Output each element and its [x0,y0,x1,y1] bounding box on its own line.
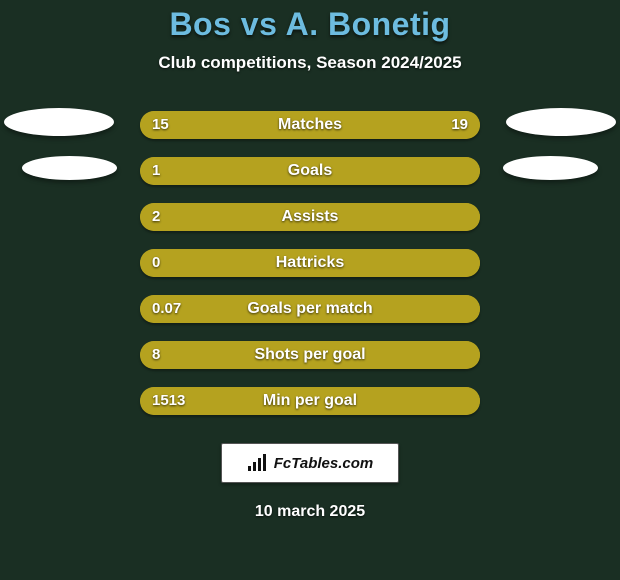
stat-value-left: 8 [152,341,160,369]
stat-bar-fill-left [140,249,480,277]
stat-row: 1519Matches [0,111,620,139]
stat-bar-fill-left [140,203,480,231]
stat-rows: 1519Matches1Goals2Assists0Hattricks0.07G… [0,111,620,415]
stat-bar-track: 0.07Goals per match [140,295,480,323]
stat-value-left: 0 [152,249,160,277]
stat-value-left: 0.07 [152,295,181,323]
date-text: 10 march 2025 [0,503,620,521]
stat-bar-track: 8Shots per goal [140,341,480,369]
stat-value-left: 15 [152,111,169,139]
stat-bar-fill-left [140,387,480,415]
stat-value-left: 2 [152,203,160,231]
stat-bar-track: 0Hattricks [140,249,480,277]
logo-text: FcTables.com [274,455,373,472]
stat-value-left: 1 [152,157,160,185]
stat-bar-fill-left [140,157,480,185]
comparison-infographic: Bos vs A. Bonetig Club competitions, Sea… [0,0,620,580]
source-logo: FcTables.com [221,443,399,483]
stat-bar-fill-left [140,295,480,323]
stat-bar-track: 1513Min per goal [140,387,480,415]
stat-row: 1513Min per goal [0,387,620,415]
stat-bar-track: 1Goals [140,157,480,185]
page-title: Bos vs A. Bonetig [0,6,620,43]
chart-icon [247,454,269,472]
stat-row: 8Shots per goal [0,341,620,369]
stat-bar-track: 2Assists [140,203,480,231]
stat-value-left: 1513 [152,387,185,415]
stat-value-right: 19 [451,111,468,139]
stat-row: 2Assists [0,203,620,231]
stat-row: 0.07Goals per match [0,295,620,323]
stat-bar-fill-left [140,341,480,369]
stat-row: 1Goals [0,157,620,185]
stat-bar-track: 1519Matches [140,111,480,139]
subtitle: Club competitions, Season 2024/2025 [0,53,620,73]
stat-row: 0Hattricks [0,249,620,277]
